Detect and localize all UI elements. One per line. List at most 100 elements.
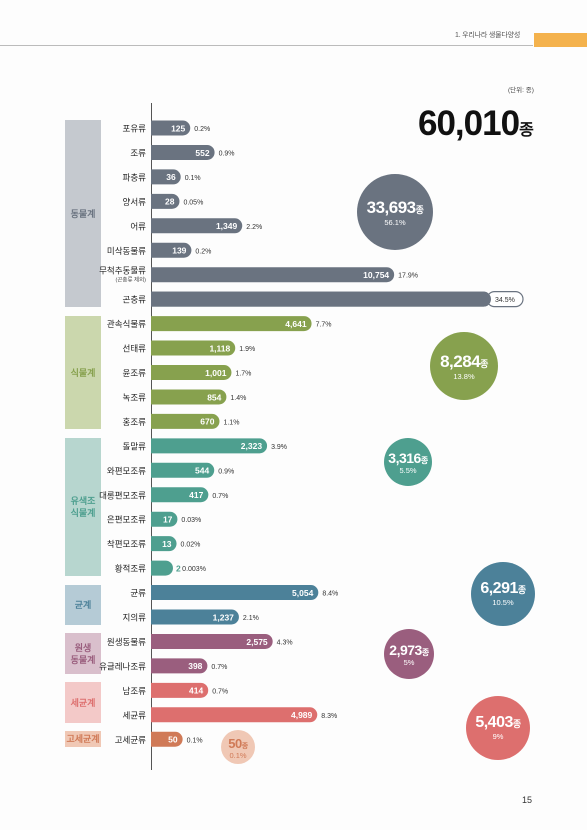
percent-label: 0.003% — [182, 566, 206, 573]
percent-label: 8.4% — [322, 591, 338, 598]
total-unit: 종 — [519, 122, 534, 139]
bar-홍조류 — [151, 413, 220, 429]
bubble-animal: 33,693종 56.1% — [357, 174, 433, 250]
category-label: 관속식물류 — [107, 319, 146, 329]
percent-label: 8.3% — [321, 713, 337, 720]
value-label: 4,641 — [285, 319, 307, 329]
percent-label: 0.03% — [181, 517, 201, 524]
category-label: 돌말류 — [123, 441, 147, 451]
bubble-bacteria: 5,403종 9% — [466, 696, 530, 760]
bubble-plant: 8,284종 13.8% — [430, 332, 498, 400]
bar-와편모조류 — [151, 462, 215, 478]
bubble-number: 6,291 — [480, 580, 518, 598]
bar-황적조류 — [151, 560, 173, 576]
category-label: 어류 — [130, 221, 146, 231]
bar-조류 — [151, 144, 215, 160]
bar-지의류 — [151, 609, 239, 625]
bar-고세균류 — [151, 731, 183, 747]
group-label-protist: 원생 동물계 — [70, 642, 96, 665]
bar-녹조류 — [151, 389, 227, 405]
header-rule — [0, 45, 533, 46]
bar-포유류 — [151, 120, 191, 136]
category-label: 황적조류 — [115, 564, 146, 574]
value-label: 2 — [176, 563, 181, 573]
value-label: 28 — [165, 197, 175, 207]
category-label: 균류 — [130, 588, 146, 598]
percent-label: 1.1% — [223, 419, 239, 426]
bar-양서류 — [151, 193, 180, 209]
percent-label: 0.7% — [211, 664, 227, 671]
bubble-algae: 3,316종 5.5% — [384, 438, 432, 486]
header-tab-accent — [534, 33, 587, 47]
bubble-unit: 종 — [420, 456, 428, 466]
group-bar-protist — [65, 633, 101, 674]
bubble-unit: 종 — [415, 204, 424, 215]
bar-은편모조류 — [151, 511, 178, 527]
bubble-number: 3,316 — [388, 450, 421, 467]
bubble-value: 5,403종 — [466, 714, 530, 732]
bar-대롱편모조류 — [151, 487, 209, 503]
value-label: 552 — [195, 148, 209, 158]
group-bar-fungi — [65, 584, 101, 625]
value-label: 854 — [207, 392, 221, 402]
value-label: 1,118 — [209, 343, 230, 353]
bubble-protist: 2,973종 5% — [384, 629, 434, 679]
value-label: 5,054 — [292, 588, 314, 598]
bar-유글레나조류 — [151, 658, 208, 674]
percent-label: 0.02% — [181, 542, 201, 549]
total-species: 60,010종 — [418, 104, 534, 144]
bubble-percent: 56.1% — [384, 217, 406, 227]
bubble-number: 2,973 — [389, 642, 422, 659]
bar-파충류 — [151, 169, 181, 185]
value-label: 1,001 — [205, 368, 227, 378]
bubble-value: 6,291종 — [471, 580, 535, 598]
category-label: 은편모조류 — [107, 515, 146, 525]
bubble-value: 8,284종 — [430, 352, 498, 372]
value-label: 139 — [172, 246, 186, 256]
category-label: 유글레나조류 — [99, 661, 146, 671]
category-label: 양서류 — [123, 197, 147, 207]
value-label: 125 — [171, 123, 185, 133]
unit-label: (단위: 종) — [508, 87, 534, 94]
bar-어류 — [151, 218, 243, 234]
category-label: 파충류 — [123, 172, 147, 182]
category-label: 홍조류 — [123, 417, 147, 427]
bar-세균류 — [151, 707, 318, 723]
value-label: 1,349 — [216, 221, 238, 231]
category-label: 남조류 — [123, 686, 147, 696]
category-label: 무척추동물류 — [99, 266, 146, 276]
group-label-algae: 유색조 식물계 — [70, 495, 96, 518]
total-value: 60,010 — [418, 104, 520, 143]
category-label: 지의류 — [123, 613, 147, 623]
percent-label: 0.9% — [218, 468, 234, 475]
value-label: 544 — [195, 466, 209, 476]
group-bar-algae — [65, 437, 101, 577]
group-label-animal: 동물계 — [70, 208, 96, 219]
value-label: 50 — [168, 735, 178, 745]
value-label: 414 — [189, 686, 203, 696]
bubble-unit: 종 — [480, 358, 488, 369]
category-label: 곤충류 — [123, 295, 147, 305]
bubble-percent: 10.5% — [492, 598, 514, 608]
percent-label: 0.9% — [219, 150, 235, 157]
bar-선태류 — [151, 340, 236, 356]
category-label: 세균류 — [123, 710, 147, 720]
value-label: 4,989 — [291, 710, 313, 720]
percent-label: 0.2% — [194, 126, 210, 133]
group-label-plant: 식물계 — [70, 367, 96, 378]
percent-label: 34.5% — [495, 297, 515, 304]
bubble-value: 3,316종 — [384, 450, 432, 466]
percent-label: 2.1% — [243, 615, 259, 622]
bar-균류 — [151, 585, 319, 601]
bubble-percent: 13.8% — [453, 371, 475, 381]
category-label: 고세균류 — [115, 735, 146, 745]
group-bar-animal — [65, 120, 101, 308]
bar-미삭동물류 — [151, 242, 192, 258]
bubble-percent: 0.1% — [229, 750, 247, 760]
category-label: 미삭동물류 — [107, 246, 146, 256]
bubble-number: 50 — [228, 735, 242, 751]
category-label: 와편모조류 — [107, 466, 146, 476]
percent-label: 7.7% — [316, 322, 332, 329]
category-label: 조류 — [130, 148, 146, 158]
